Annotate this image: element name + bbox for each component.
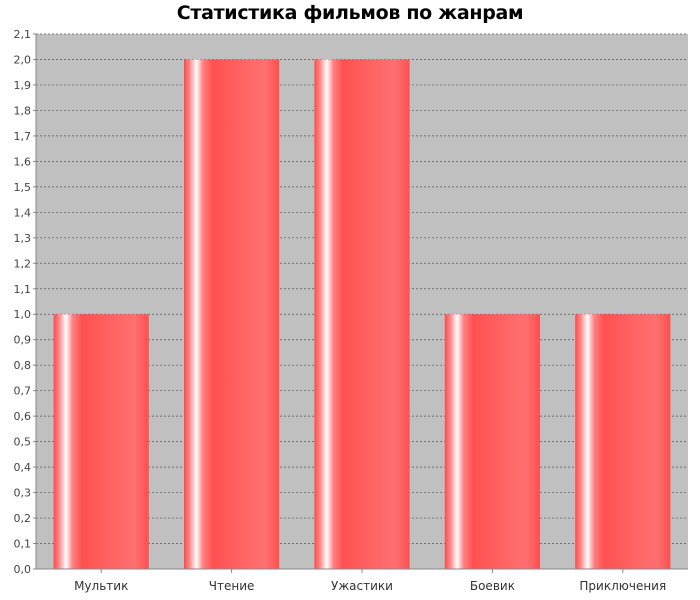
bar — [184, 59, 280, 569]
x-tick-label: Чтение — [209, 579, 255, 593]
y-tick-label: 1,1 — [14, 283, 32, 296]
y-tick-labels: 0,0 0,1 0,2 0,3 0,4 0,5 0,6 0,7 0,8 0,9 1,0 1,1 1,2 1… — [14, 28, 36, 576]
x-tick-label: Мультик — [74, 579, 128, 593]
y-tick-label: 0,3 — [14, 487, 32, 500]
y-tick-label: 1,9 — [14, 79, 32, 92]
y-tick-label: 1,4 — [14, 206, 32, 219]
x-tick-label: Боевик — [470, 579, 515, 593]
x-tick-labels: Мультик Чтение Ужастики Боевик Приключения — [74, 569, 666, 593]
y-tick-label: 0,8 — [14, 359, 32, 372]
y-tick-label: 0,1 — [14, 538, 32, 551]
bar — [314, 59, 410, 569]
bar — [53, 314, 149, 569]
chart-title: Статистика фильмов по жанрам — [176, 2, 524, 24]
y-tick-label: 1,8 — [14, 104, 32, 117]
y-tick-label: 1,5 — [14, 181, 32, 194]
y-tick-label: 0,2 — [14, 512, 32, 525]
y-tick-label: 1,2 — [14, 257, 32, 270]
y-tick-label: 0,9 — [14, 334, 32, 347]
x-tick-label: Приключения — [579, 579, 666, 593]
y-tick-label: 1,7 — [14, 130, 32, 143]
y-tick-label: 1,3 — [14, 232, 32, 245]
y-tick-label: 0,6 — [14, 410, 32, 423]
bar — [575, 314, 671, 569]
y-tick-label: 0,7 — [14, 385, 32, 398]
y-tick-label: 1,0 — [14, 308, 32, 321]
bars — [53, 59, 671, 569]
y-tick-label: 0,0 — [14, 563, 32, 576]
y-tick-label: 2,0 — [14, 53, 32, 66]
y-tick-label: 0,4 — [14, 461, 32, 474]
y-tick-label: 0,5 — [14, 436, 32, 449]
y-tick-label: 2,1 — [14, 28, 32, 41]
y-tick-label: 1,6 — [14, 155, 32, 168]
bar — [444, 314, 540, 569]
x-tick-label: Ужастики — [331, 579, 393, 593]
